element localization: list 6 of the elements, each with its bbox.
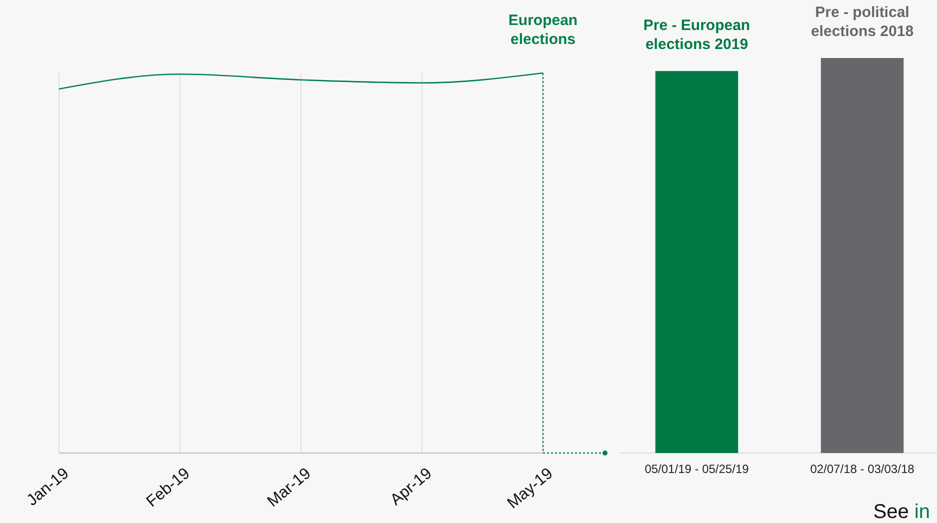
text: Pre - political elections 2018 [810, 4, 914, 40]
x-tick-label: 05/01/19 - 05/25/19 [644, 462, 750, 476]
text: See in [873, 501, 930, 523]
x-tick-label: 02/07/18 - 03/03/18 [810, 462, 915, 476]
text: Pre - European elections 2019 [643, 17, 750, 54]
ref-line-label: European elections [508, 12, 578, 48]
